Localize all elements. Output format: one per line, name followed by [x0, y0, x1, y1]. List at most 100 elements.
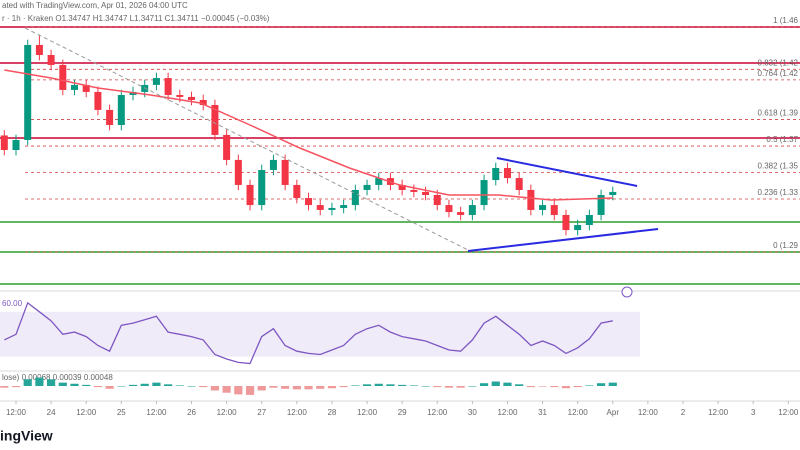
- candle-body: [223, 134, 231, 160]
- candle-body: [199, 100, 207, 106]
- candle-body: [550, 205, 558, 215]
- x-tick-label: 12:00: [76, 408, 97, 417]
- macd-label: lose) 0.00068 0.00039 0.00048: [2, 373, 113, 382]
- indicator-icon[interactable]: [621, 286, 633, 298]
- candle-body: [492, 168, 500, 181]
- candle-body: [269, 159, 277, 170]
- macd-bar: [386, 384, 395, 386]
- macd-bar: [292, 386, 301, 390]
- macd-bar: [515, 384, 524, 386]
- x-tick-label: 12:00: [287, 408, 308, 417]
- candle-body: [59, 64, 67, 90]
- x-tick-label: 12:00: [708, 408, 729, 417]
- macd-bar: [503, 382, 512, 386]
- x-tick-label: 12:00: [568, 408, 589, 417]
- candle-body: [164, 78, 172, 95]
- macd-bar: [117, 386, 126, 387]
- x-tick-label: 12:00: [778, 408, 799, 417]
- candle-body: [176, 94, 184, 97]
- x-tick-label: 25: [117, 408, 126, 417]
- macd-bar: [596, 383, 606, 386]
- candle-body: [433, 195, 441, 206]
- fib-label: 0.5 (1.37: [766, 135, 798, 144]
- macd-bar: [210, 386, 220, 391]
- candle-body: [0, 135, 8, 151]
- macd-bar: [526, 386, 535, 388]
- fib-label: 1 (1.46: [773, 16, 798, 25]
- candle-body: [539, 205, 547, 210]
- fib-label: 0.764 (1.42: [758, 69, 799, 78]
- x-tick-label: Apr: [607, 408, 620, 417]
- chart-title: ated with TradingView.com, Apr 01, 2026 …: [2, 1, 188, 10]
- macd-bar: [58, 382, 67, 386]
- candle-body: [129, 91, 137, 95]
- x-tick-label: 3: [751, 408, 756, 417]
- rsi-label: 60.00: [2, 299, 23, 308]
- rsi-band: [0, 311, 640, 357]
- macd-bar: [468, 386, 477, 387]
- macd-bar: [327, 386, 337, 389]
- candle-body: [410, 189, 418, 192]
- x-tick-label: 26: [187, 408, 196, 417]
- x-tick-label: 30: [468, 408, 477, 417]
- candle-body: [70, 84, 79, 90]
- candle-body: [457, 212, 465, 215]
- x-tick-label: 28: [327, 408, 336, 417]
- candle-body: [305, 198, 313, 206]
- chart-subtitle: r · 1h · Kraken O1.34747 H1.34747 L1.347…: [2, 14, 270, 23]
- candle-body: [340, 205, 348, 208]
- x-tick-label: 27: [257, 408, 266, 417]
- fib-label: 0 (1.29: [773, 241, 798, 250]
- candle-body: [503, 168, 511, 179]
- macd-bar: [561, 386, 571, 389]
- x-tick-label: 2: [681, 408, 686, 417]
- macd-bar: [269, 386, 278, 388]
- macd-bar: [608, 382, 617, 386]
- candle-body: [445, 205, 453, 213]
- candle-body: [47, 55, 55, 65]
- candle-body: [363, 184, 371, 190]
- macd-bar: [175, 385, 184, 386]
- candle-body: [585, 214, 593, 226]
- fib-label: 0.618 (1.39: [758, 109, 799, 118]
- candle-body: [94, 91, 102, 110]
- candle-body: [12, 139, 20, 151]
- candle-body: [597, 195, 605, 215]
- macd-bar: [362, 384, 372, 386]
- macd-bar: [479, 383, 489, 386]
- candle-body: [35, 44, 43, 56]
- macd-bar: [304, 386, 313, 390]
- macd-bar: [351, 385, 360, 386]
- candle-body: [515, 178, 523, 190]
- macd-bar: [281, 386, 290, 389]
- candle-body: [117, 94, 125, 126]
- fib-label: 0.382 (1.35: [758, 162, 799, 171]
- x-tick-label: 12:00: [6, 408, 27, 417]
- candle-body: [609, 191, 617, 195]
- candle-body: [562, 214, 570, 231]
- macd-bar: [0, 386, 9, 388]
- macd-bar: [152, 382, 161, 386]
- macd-bar: [93, 386, 103, 388]
- candle-body: [398, 184, 406, 190]
- moving-average: [4, 69, 613, 201]
- x-tick-label: 12:00: [146, 408, 167, 417]
- candle-body: [293, 184, 301, 199]
- candle-body: [106, 109, 114, 126]
- candle-body: [351, 189, 359, 206]
- macd-bar: [409, 385, 418, 386]
- macd-bar: [421, 386, 430, 387]
- macd-bar: [444, 386, 454, 388]
- macd-bar: [456, 386, 465, 388]
- candle-body: [468, 205, 476, 215]
- macd-bar: [538, 386, 547, 387]
- macd-bar: [105, 386, 114, 389]
- macd-bar: [234, 386, 243, 395]
- fib-label: 0.236 (1.33: [758, 188, 799, 197]
- x-tick-label: 24: [47, 408, 56, 417]
- candle-body: [211, 105, 219, 135]
- candle-body: [375, 178, 383, 185]
- x-tick-label: 31: [538, 408, 547, 417]
